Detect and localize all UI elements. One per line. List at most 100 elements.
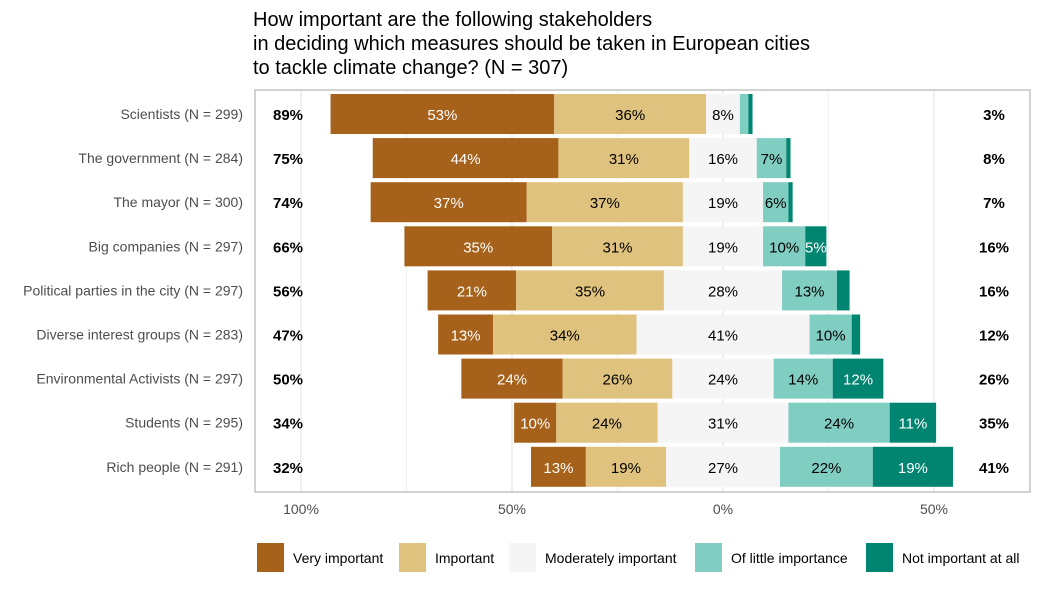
bar-segment-not-important-at-all [805, 226, 827, 267]
bar-segment-not-important-at-all [889, 402, 937, 443]
left-total-label: 34% [273, 416, 303, 433]
legend-swatch [695, 543, 722, 572]
bar-segment-moderately-important [689, 138, 757, 179]
bar-segment-of-little-importance [809, 314, 852, 355]
segment-label: 24% [824, 416, 854, 433]
bar-row: 24% 26% 24% 14% 12% [461, 358, 884, 399]
bar-segment-very-important [438, 314, 494, 355]
segment-label: 37% [590, 195, 620, 212]
segment-label: 44% [451, 151, 481, 168]
right-total-label: 7% [983, 195, 1005, 212]
right-total-label: 12% [979, 328, 1009, 345]
bar-segment-of-little-importance [763, 226, 806, 267]
right-total-label: 26% [979, 372, 1009, 389]
segment-label: 6% [765, 195, 787, 212]
bar-segment-moderately-important [663, 270, 783, 311]
bar-row: 37% 37% 19% 6% [370, 182, 793, 223]
bar-segment-moderately-important [666, 446, 780, 487]
legend-label: Moderately important [545, 550, 677, 566]
category-label: Scientists (N = 299) [120, 106, 243, 122]
segment-label: 27% [708, 460, 738, 477]
bar-segment-of-little-importance [739, 94, 749, 134]
legend-swatch [866, 543, 893, 572]
bar-segment-not-important-at-all [851, 314, 861, 355]
bar-segment-important [554, 94, 707, 134]
bar-segment-important [556, 402, 658, 443]
x-tick-label: 50% [498, 501, 526, 517]
segment-label: 13% [543, 460, 573, 477]
legend-swatch [509, 543, 536, 572]
legend-swatch [399, 543, 426, 572]
bar-segment-very-important [514, 402, 557, 443]
bar-segment-not-important-at-all [872, 446, 953, 487]
bar-segment-not-important-at-all [786, 138, 791, 179]
segment-label: 22% [811, 460, 841, 477]
segment-label: 13% [451, 328, 481, 345]
title-line-3: to tackle climate change? (N = 307) [253, 57, 568, 79]
bar-segment-moderately-important [657, 402, 789, 443]
segment-label: 53% [427, 107, 457, 124]
segment-label: 28% [708, 283, 738, 300]
bar-segment-very-important [427, 270, 517, 311]
title-line-1: How important are the following stakehol… [253, 9, 652, 31]
legend-item: Not important at all [866, 543, 1020, 572]
bar-segment-important [526, 182, 683, 223]
bar-segment-of-little-importance [779, 446, 873, 487]
segment-label: 19% [898, 460, 928, 477]
left-total-label: 75% [273, 151, 303, 168]
segment-label: 26% [602, 372, 632, 389]
legend-item: Of little importance [695, 543, 848, 572]
left-total-label: 89% [273, 107, 303, 124]
bar-segment-moderately-important [682, 182, 764, 223]
x-tick-label: 50% [920, 501, 948, 517]
bar-row: 10% 24% 31% 24% 11% [514, 402, 937, 443]
bar-segment-not-important-at-all [832, 358, 884, 399]
segment-label: 36% [615, 107, 645, 124]
segment-label: 31% [708, 416, 738, 433]
bar-segment-very-important [404, 226, 553, 267]
legend-label: Important [435, 550, 494, 566]
segment-label: 19% [611, 460, 641, 477]
left-total-label: 66% [273, 239, 303, 256]
segment-label: 5% [805, 239, 827, 256]
right-total-label: 16% [979, 283, 1009, 300]
bar-row: 13% 19% 27% 22% 19% [530, 446, 953, 487]
category-label: Diverse interest groups (N = 283) [36, 327, 243, 343]
category-label: Political parties in the city (N = 297) [23, 282, 243, 298]
legend-item: Moderately important [509, 543, 677, 572]
segment-label: 10% [520, 416, 550, 433]
left-total-label: 74% [273, 195, 303, 212]
x-tick-label: 0% [713, 501, 733, 517]
bar-segment-important [562, 358, 673, 399]
right-total-label: 3% [983, 107, 1005, 124]
segment-label: 16% [708, 151, 738, 168]
bar-segment-very-important [372, 138, 559, 179]
segment-label: 24% [497, 372, 527, 389]
bar-segment-important [516, 270, 664, 311]
bar-segment-of-little-importance [756, 138, 787, 179]
segment-label: 11% [898, 416, 927, 433]
segment-label: 19% [708, 195, 738, 212]
segment-label: 37% [434, 195, 464, 212]
bar-segment-moderately-important [682, 226, 764, 267]
segment-label: 19% [708, 239, 738, 256]
bar-segment-moderately-important [706, 94, 740, 134]
category-label: Rich people (N = 291) [106, 459, 243, 475]
bar-segment-moderately-important [636, 314, 810, 355]
segment-label: 31% [609, 151, 639, 168]
segment-label: 34% [550, 328, 580, 345]
bar-segment-of-little-importance [782, 270, 837, 311]
bar-segment-very-important [461, 358, 563, 399]
bar-segment-important [585, 446, 667, 487]
left-total-label: 32% [273, 460, 303, 477]
legend-swatch [257, 543, 284, 572]
bar-segment-very-important [330, 94, 555, 134]
legend-item: Very important [257, 543, 383, 572]
bar-row: 13% 34% 41% 10% [438, 314, 861, 355]
segment-label: 8% [712, 107, 734, 124]
right-total-label: 41% [979, 460, 1009, 477]
segment-label: 41% [708, 328, 738, 345]
bar-row: 35% 31% 19% 10% 5% [404, 226, 827, 267]
